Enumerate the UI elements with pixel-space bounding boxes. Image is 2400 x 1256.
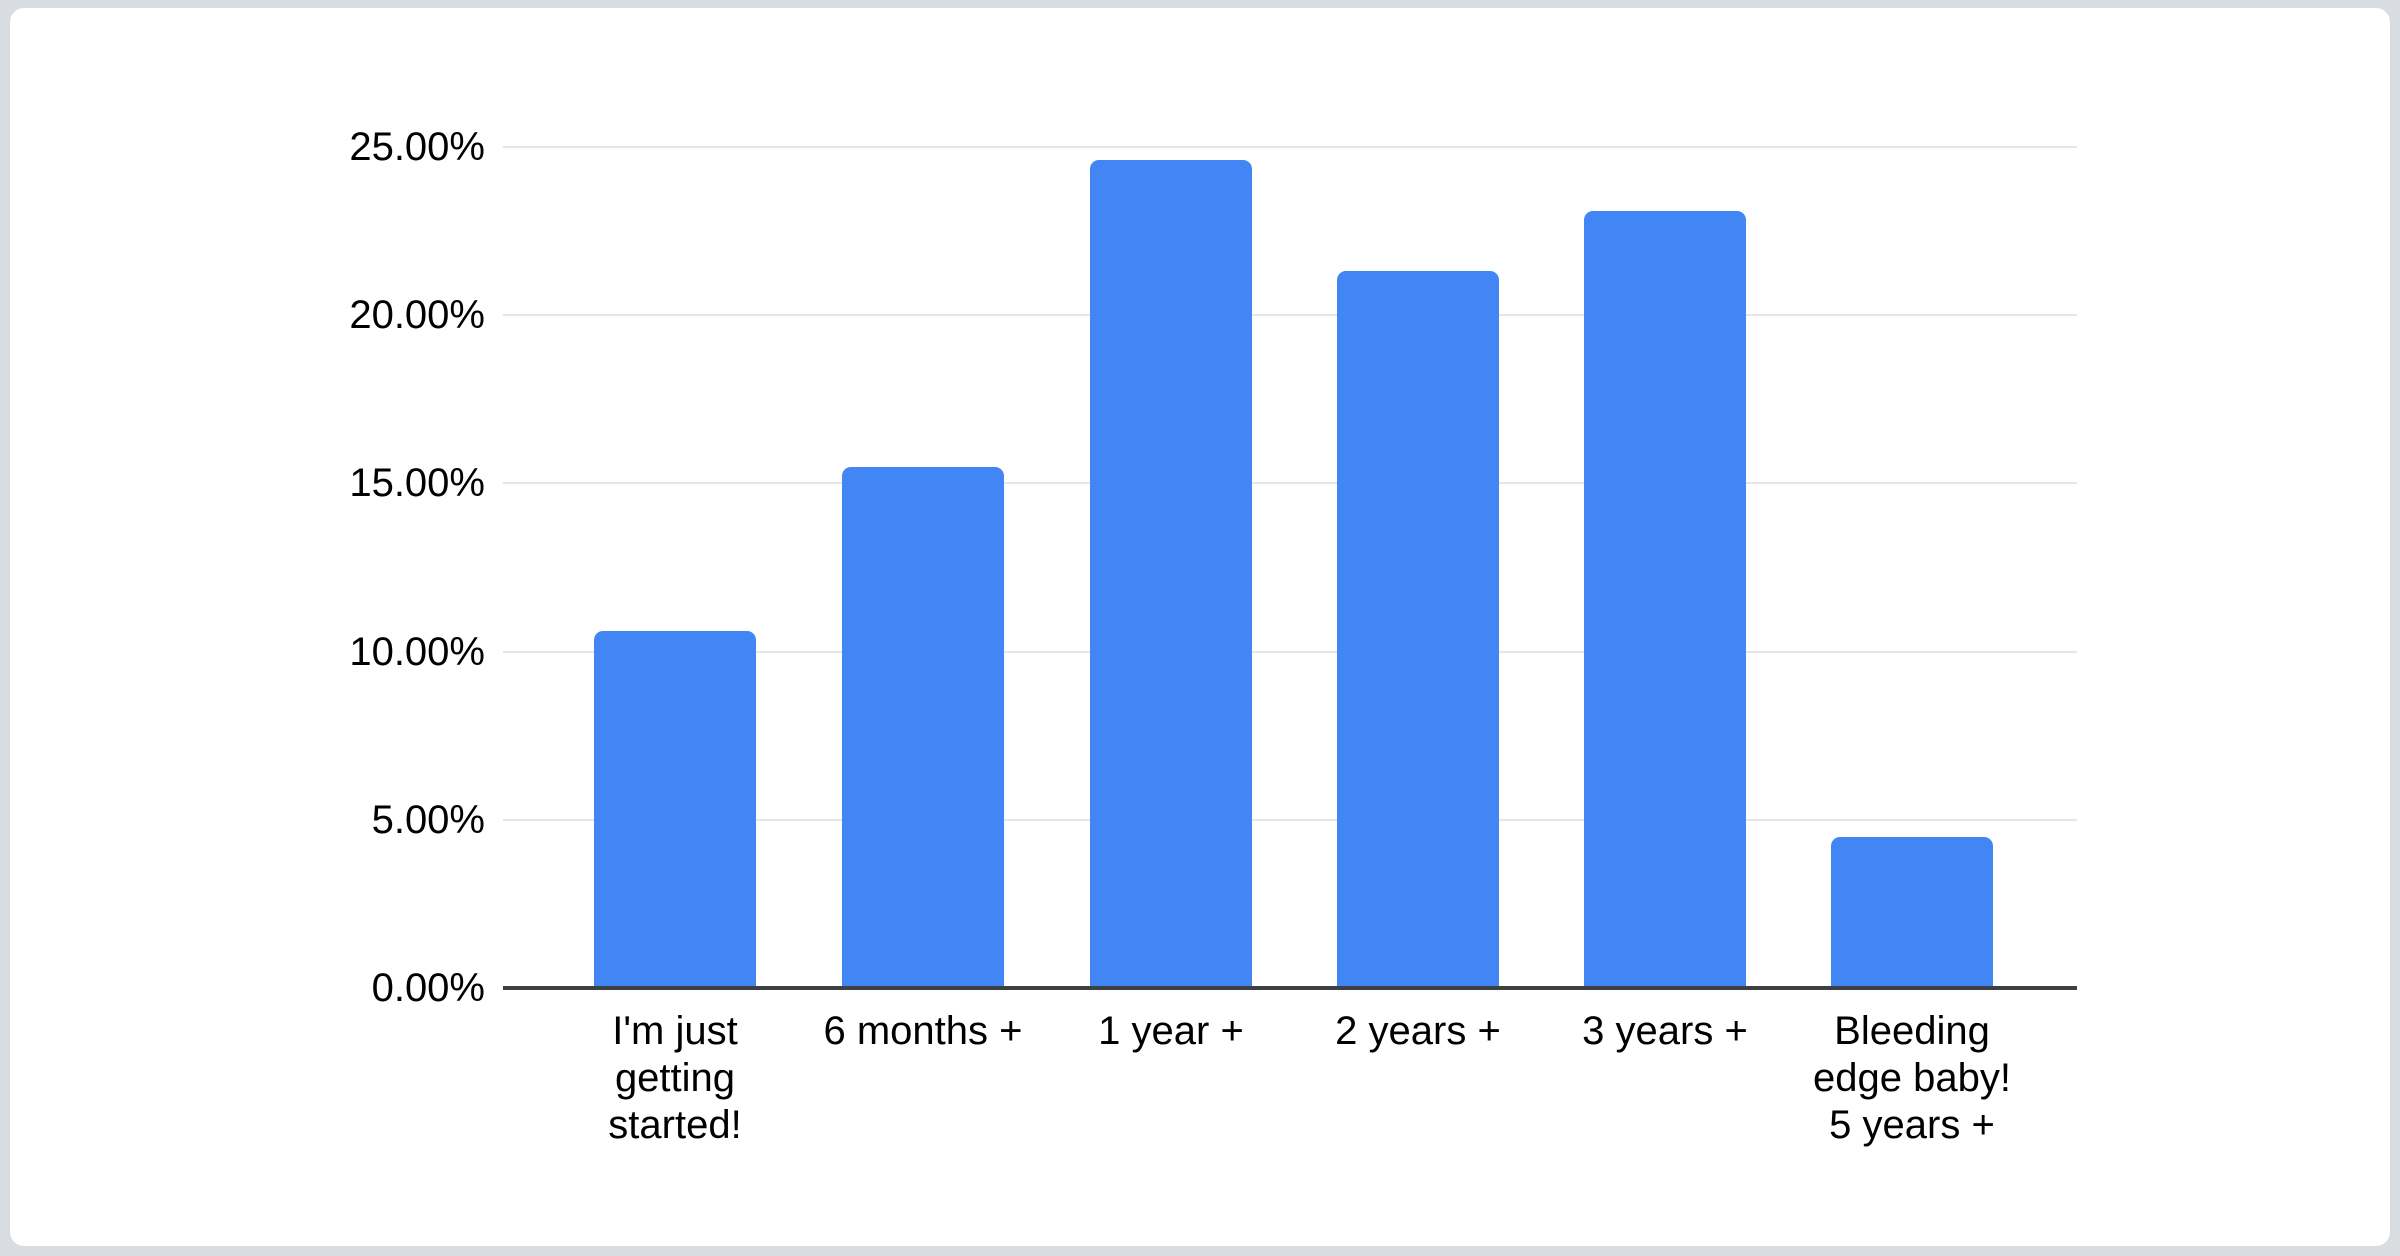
x-axis-label-line: getting — [614, 1056, 736, 1100]
y-axis-tick-label: 10.00% — [349, 629, 485, 674]
bar-5[interactable] — [1584, 210, 1746, 988]
x-axis-line — [503, 986, 2077, 990]
y-axis-tick-label: 20.00% — [349, 293, 485, 338]
y-axis-tick-label: 25.00% — [349, 125, 485, 169]
x-axis-label-line: 3 years + — [1582, 1009, 1748, 1053]
x-axis-category-label: 6 months + — [773, 1008, 1073, 1055]
gridline — [503, 482, 2077, 485]
y-axis-tick-label: 0.00% — [371, 966, 485, 1010]
x-axis-label-line: started! — [608, 1103, 742, 1147]
x-axis-label-line: 6 months + — [823, 1009, 1023, 1053]
chart-card: 0.00% 5.00% 10.00% 15.00% 20.00% 25.00% I'm ju… — [8, 6, 2392, 1248]
x-axis-label-line: 2 years + — [1335, 1009, 1501, 1053]
x-axis-category-label: 2 years + — [1268, 1008, 1568, 1055]
bar-2[interactable] — [842, 466, 1004, 988]
gridline — [503, 146, 2077, 148]
y-axis-tick-label: 15.00% — [349, 461, 485, 506]
bar-6[interactable] — [1831, 836, 1993, 988]
bar-1[interactable] — [594, 631, 756, 988]
x-axis-label-line: Bleeding — [1834, 1009, 1990, 1053]
gridline — [503, 818, 2077, 821]
x-axis-label-line: 1 year + — [1098, 1009, 1244, 1053]
x-axis-label-line: 5 years + — [1829, 1103, 1995, 1147]
x-axis-category-label: 3 years + — [1515, 1008, 1815, 1055]
bar-3[interactable] — [1090, 160, 1252, 988]
y-axis-tick-label: 5.00% — [371, 797, 485, 842]
x-axis-category-label: Bleeding edge baby! 5 years + — [1762, 1008, 2062, 1149]
x-axis-category-label: I'm just getting started! — [525, 1008, 825, 1149]
gridline — [503, 650, 2077, 653]
bar-chart: 0.00% 5.00% 10.00% 15.00% 20.00% 25.00% I'm ju… — [10, 8, 2390, 1246]
bar-4[interactable] — [1337, 271, 1499, 988]
gridline — [503, 314, 2077, 317]
x-axis-label-line: I'm just — [612, 1009, 738, 1053]
x-axis-label-line: edge baby! — [1813, 1056, 2011, 1100]
x-axis-category-label: 1 year + — [1021, 1008, 1321, 1055]
